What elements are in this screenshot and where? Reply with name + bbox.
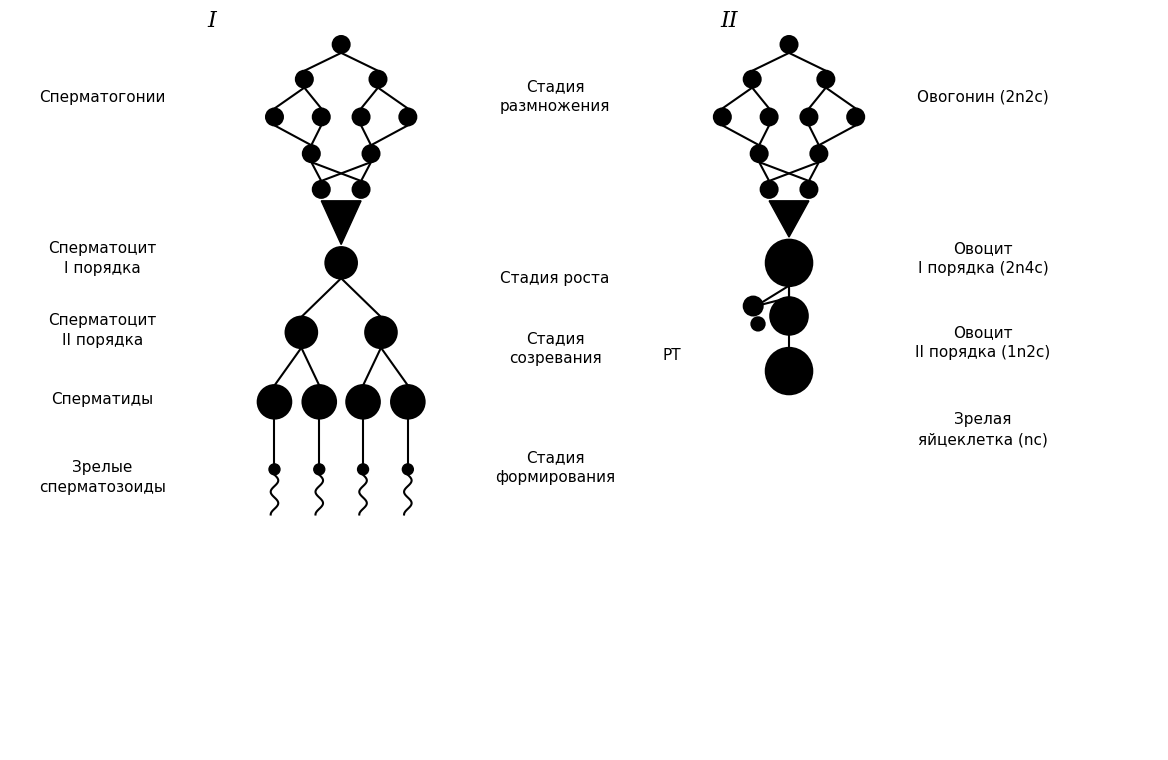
Polygon shape bbox=[321, 201, 361, 245]
Text: I: I bbox=[208, 10, 216, 32]
Circle shape bbox=[369, 71, 387, 87]
Circle shape bbox=[357, 464, 369, 475]
Circle shape bbox=[296, 71, 313, 87]
Text: Сперматиды: Сперматиды bbox=[51, 392, 153, 407]
Circle shape bbox=[811, 145, 827, 162]
Circle shape bbox=[714, 109, 731, 125]
Circle shape bbox=[399, 109, 416, 125]
Circle shape bbox=[314, 464, 325, 475]
Text: Стадия роста: Стадия роста bbox=[500, 271, 610, 287]
Text: РТ: РТ bbox=[662, 347, 681, 363]
Circle shape bbox=[269, 464, 280, 475]
Circle shape bbox=[366, 317, 396, 348]
Circle shape bbox=[303, 145, 320, 162]
Circle shape bbox=[800, 181, 818, 198]
Circle shape bbox=[744, 296, 763, 315]
Circle shape bbox=[362, 145, 380, 162]
Text: Овоцит
II порядка (1n2c): Овоцит II порядка (1n2c) bbox=[916, 325, 1051, 359]
Text: Стадия
размножения: Стадия размножения bbox=[500, 80, 611, 115]
Circle shape bbox=[313, 181, 329, 198]
Circle shape bbox=[760, 181, 778, 198]
Circle shape bbox=[751, 318, 765, 331]
Circle shape bbox=[391, 385, 424, 418]
Text: Стадия
формирования: Стадия формирования bbox=[495, 450, 616, 485]
Text: Зрелые
сперматозоиды: Зрелые сперматозоиды bbox=[39, 460, 166, 495]
Text: Сперматогонии: Сперматогонии bbox=[39, 90, 166, 105]
Circle shape bbox=[760, 109, 778, 125]
Circle shape bbox=[326, 248, 356, 278]
Circle shape bbox=[744, 71, 760, 87]
Circle shape bbox=[800, 109, 818, 125]
Circle shape bbox=[766, 240, 812, 286]
Circle shape bbox=[353, 109, 369, 125]
Circle shape bbox=[780, 36, 798, 53]
Text: Овогонин (2n2c): Овогонин (2n2c) bbox=[917, 90, 1049, 105]
Circle shape bbox=[313, 109, 329, 125]
Circle shape bbox=[402, 464, 413, 475]
Text: Стадия
созревания: Стадия созревания bbox=[509, 331, 602, 366]
Text: Сперматоцит
I порядка: Сперматоцит I порядка bbox=[48, 242, 157, 277]
Circle shape bbox=[751, 145, 767, 162]
Text: Овоцит
I порядка (2n4c): Овоцит I порядка (2n4c) bbox=[918, 242, 1049, 277]
Circle shape bbox=[258, 385, 291, 418]
Circle shape bbox=[347, 385, 380, 418]
Text: Зрелая
яйцеклетка (nc): Зрелая яйцеклетка (nc) bbox=[918, 412, 1048, 447]
Circle shape bbox=[286, 317, 317, 348]
Circle shape bbox=[353, 181, 369, 198]
Polygon shape bbox=[769, 201, 809, 237]
Text: II: II bbox=[721, 10, 738, 32]
Circle shape bbox=[303, 385, 335, 418]
Circle shape bbox=[266, 109, 283, 125]
Circle shape bbox=[333, 36, 349, 53]
Circle shape bbox=[818, 71, 834, 87]
Circle shape bbox=[847, 109, 864, 125]
Text: Сперматоцит
II порядка: Сперматоцит II порядка bbox=[48, 313, 157, 348]
Circle shape bbox=[766, 348, 812, 394]
Circle shape bbox=[771, 298, 807, 334]
